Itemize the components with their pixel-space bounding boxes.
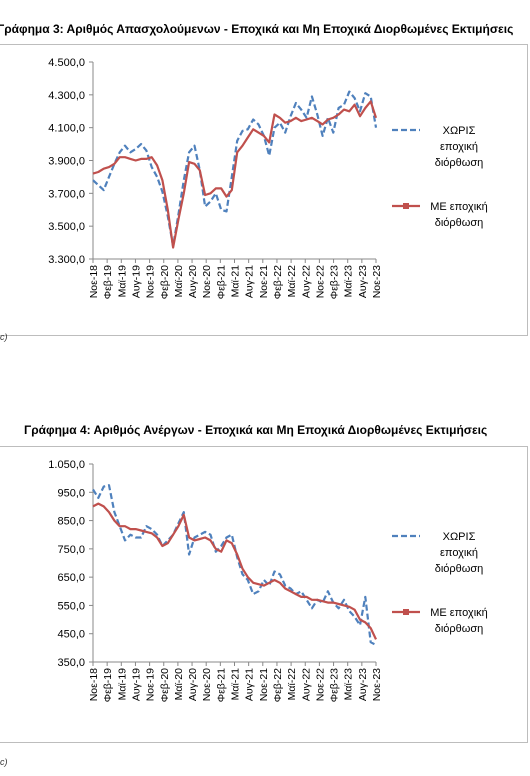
- chart-4-xtick-label: Μαϊ-19: [116, 668, 128, 700]
- chart-4-xtick-label: Μαϊ-23: [343, 668, 355, 700]
- chart-3-xtick-label: Νοε-18: [88, 265, 100, 298]
- chart-4-xtick-label: Φεβ-22: [272, 668, 284, 702]
- chart-4-xtick-label: Αυγ-19: [130, 668, 142, 701]
- chart-4-title: Γράφημα 4: Αριθμός Ανέργων - Εποχικά και…: [24, 423, 488, 437]
- chart-4-ytick-label: 850,0: [57, 516, 85, 528]
- chart-4-xtick-label: Μαϊ-21: [230, 668, 242, 700]
- chart-4-xtick-label: Φεβ-19: [102, 668, 114, 702]
- chart-4-ytick-label: 350,0: [57, 657, 85, 669]
- chart-4-xtick-label: Νοε-18: [88, 668, 100, 701]
- chart-3: 3.300,0 3.500,0 3.700,0 3.900,0 4.100,0 4.300…: [48, 57, 488, 299]
- chart-4-ytick-label: 750,0: [57, 544, 85, 556]
- chart-3-xtick-label: Φεβ-21: [215, 265, 227, 299]
- chart-4-ytick-label: 650,0: [57, 572, 85, 584]
- chart-3-xtick-label: Αυγ-20: [187, 265, 199, 298]
- chart-4-xtick-label: Αυγ-22: [300, 668, 312, 701]
- chart-3-xtick-label: Αυγ-21: [244, 265, 256, 298]
- chart-4-ytick-label: 450,0: [57, 629, 85, 641]
- chart-3-xtick-label: Μαϊ-21: [230, 265, 242, 297]
- chart-4-xtick-label: Φεβ-21: [215, 668, 227, 702]
- chart-4-ytick-label: 550,0: [57, 600, 85, 612]
- chart-4-series-1-line: [92, 484, 377, 646]
- chart-3-legend-2-label: ΜΕ εποχική διόρθωση: [430, 201, 488, 229]
- chart-4-legend-2-label: ΜΕ εποχική διόρθωση: [430, 607, 488, 635]
- chart-3-xtick-label: Μαϊ-20: [173, 265, 185, 297]
- chart-3-ytick-label: 3.500,0: [48, 221, 85, 233]
- chart-4-xtick-label: Νοε-21: [258, 668, 270, 701]
- chart-3-ytick-label: 3.900,0: [48, 156, 85, 168]
- chart-3-xtick-label: Νοε-22: [314, 265, 326, 298]
- chart-4-note: c): [0, 757, 8, 767]
- chart-3-legend-1-label: ΧΩΡΙΣ εποχική διόρθωση: [435, 125, 484, 169]
- chart-4-xtick-label: Φεβ-23: [329, 668, 341, 702]
- chart-4-xtick-label: Μαϊ-22: [286, 668, 298, 700]
- chart-4-xtick-label: Νοε-20: [201, 668, 213, 701]
- chart-3-xtick-label: Νοε-20: [201, 265, 213, 298]
- chart-3-xtick-label: Φεβ-22: [272, 265, 284, 299]
- chart-3-xtick-label: Φεβ-23: [329, 265, 341, 299]
- chart-3-xtick-label: Αυγ-22: [300, 265, 312, 298]
- chart-3-ytick-label: 4.100,0: [48, 123, 85, 135]
- chart-3-note: c): [0, 332, 8, 342]
- chart-4-xtick-label: Αυγ-23: [357, 668, 369, 701]
- chart-3-xtick-label: Νοε-23: [371, 265, 383, 298]
- chart-3-legend-2-marker: [403, 203, 409, 209]
- chart-4-legend-1-label: ΧΩΡΙΣ εποχική διόρθωση: [435, 531, 484, 575]
- chart-3-title: Γράφημα 3: Αριθμός Απασχολούμενων - Εποχ…: [0, 22, 514, 36]
- chart-3-xtick-label: Νοε-19: [145, 265, 157, 298]
- chart-3-xtick-label: Φεβ-20: [159, 265, 171, 299]
- chart-4-frame: [0, 446, 528, 743]
- chart-3-ytick-label: 4.500,0: [48, 57, 85, 69]
- chart-3-xtick-label: Μαϊ-23: [343, 265, 355, 297]
- chart-3-ytick-label: 3.300,0: [48, 254, 85, 266]
- chart-3-series-2-line: [92, 100, 378, 249]
- chart-4-series-2-line: [92, 502, 377, 640]
- chart-4-xtick-label: Φεβ-20: [159, 668, 171, 702]
- chart-3-ytick-label: 3.700,0: [48, 188, 85, 200]
- chart-4-xtick-label: Αυγ-21: [244, 668, 256, 701]
- chart-4-xtick-label: Αυγ-20: [187, 668, 199, 701]
- chart-4-xtick-label: Νοε-23: [371, 668, 383, 701]
- chart-4-ytick-label: 950,0: [57, 487, 85, 499]
- chart-4-ytick-label: 1.050,0: [48, 459, 85, 471]
- chart-3-xtick-label: Νοε-21: [258, 265, 270, 298]
- chart-4: 350,0 450,0 550,0 650,0 750,0 850,0 950,0 1.050…: [48, 459, 488, 702]
- chart-3-xtick-label: Μαϊ-19: [116, 265, 128, 297]
- chart-3-frame: [0, 44, 528, 336]
- chart-3-xtick-label: Μαϊ-22: [286, 265, 298, 297]
- chart-4-xtick-label: Μαϊ-20: [173, 668, 185, 700]
- chart-4-xtick-label: Νοε-19: [145, 668, 157, 701]
- chart-3-xtick-label: Αυγ-23: [357, 265, 369, 298]
- chart-4-legend-2-marker: [403, 609, 409, 615]
- chart-4-xtick-label: Νοε-22: [314, 668, 326, 701]
- chart-3-ytick-label: 4.300,0: [48, 90, 85, 102]
- chart-3-xtick-label: Αυγ-19: [130, 265, 142, 298]
- chart-3-xtick-label: Φεβ-19: [102, 265, 114, 299]
